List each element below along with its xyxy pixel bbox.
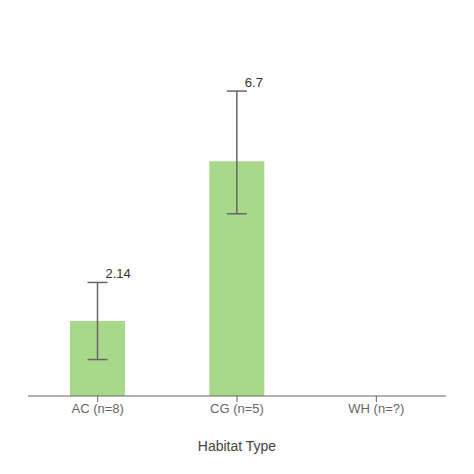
svg-text:CG (n=5): CG (n=5)	[210, 401, 264, 416]
svg-text:2.14: 2.14	[106, 266, 131, 281]
svg-text:WH (n=?): WH (n=?)	[348, 401, 404, 416]
svg-text:AC (n=8): AC (n=8)	[71, 401, 123, 416]
svg-text:6.7: 6.7	[245, 75, 263, 90]
svg-text:Habitat Type: Habitat Type	[198, 438, 277, 454]
